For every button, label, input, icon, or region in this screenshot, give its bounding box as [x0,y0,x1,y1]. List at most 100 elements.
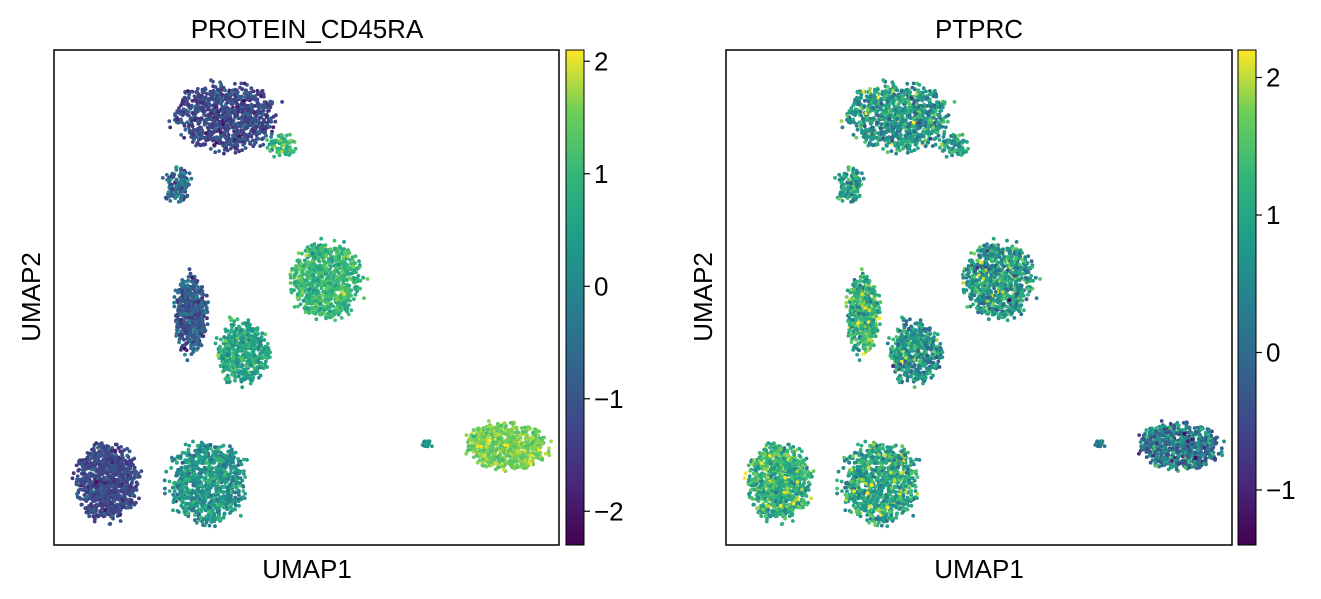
data-point [107,496,111,501]
data-point [202,112,207,117]
data-point [164,469,169,474]
data-point [185,358,190,363]
data-point [190,503,195,508]
data-point [238,139,242,144]
data-point [172,498,176,502]
data-point [255,89,260,93]
data-point [74,482,79,487]
data-point [324,286,329,291]
data-point [325,306,330,310]
data-point [332,238,337,243]
data-point [329,294,334,298]
data-point [203,328,207,333]
data-point [213,470,218,475]
data-point [430,444,434,448]
data-point [169,466,174,470]
data-point [210,466,215,470]
data-point [185,283,190,288]
data-point [228,444,232,449]
data-point [111,466,116,471]
data-point [224,136,228,140]
data-point [240,148,245,153]
data-point [190,98,195,103]
data-point [179,287,184,292]
data-point [342,266,347,271]
data-point [479,437,484,442]
data-point [113,496,117,500]
data-point [186,278,191,283]
data-point [319,236,324,241]
data-point [108,521,113,526]
data-point [200,293,205,298]
data-point [184,308,189,312]
data-point [187,443,192,448]
data-point [352,297,356,302]
data-point [260,88,265,93]
data-point [239,81,244,86]
data-point [134,500,138,505]
data-point [347,290,351,295]
data-point [118,468,122,472]
data-point [215,509,220,514]
data-point [340,288,345,293]
data-point [267,103,272,107]
data-point [272,154,276,159]
data-point [297,274,302,278]
data-point [185,179,190,183]
data-point [476,441,481,445]
data-point [230,478,235,482]
data-point [508,444,513,449]
data-point [328,278,332,283]
data-point [191,499,196,504]
data-point [301,298,306,303]
data-point [71,471,76,476]
data-point [91,467,96,471]
data-point [219,102,224,106]
data-point [191,286,196,291]
data-point [300,251,304,256]
data-point [262,338,267,342]
data-point [296,251,301,255]
data-point [217,486,221,490]
data-point [324,316,328,321]
data-point [109,456,114,461]
data-point [189,312,194,317]
data-point [204,131,208,136]
data-point [295,258,300,263]
data-point [293,146,298,151]
data-point [269,132,274,136]
data-point [103,449,108,454]
data-point [203,498,208,503]
data-point [348,257,352,262]
data-point [311,278,316,283]
data-point [195,119,200,124]
data-point [310,247,315,251]
data-point [167,489,172,493]
data-point [204,503,209,508]
data-point [476,435,481,440]
data-point [89,461,93,466]
data-point [122,501,127,506]
data-point [223,377,228,381]
data-point [253,356,257,361]
data-point [214,486,219,491]
data-point [96,445,100,450]
data-point [212,495,217,500]
data-point [230,110,235,115]
data-point [108,479,112,484]
data-point [495,421,500,426]
data-point [470,441,475,445]
data-point [228,334,232,338]
data-point [211,119,216,124]
data-point [478,453,483,458]
data-point [225,380,229,385]
data-point [530,459,535,463]
data-point [184,331,188,336]
data-point [249,86,254,91]
data-point [93,517,97,521]
data-point [531,456,535,461]
data-point [356,273,361,278]
data-point [308,310,313,314]
data-point [195,317,200,321]
data-point [283,137,288,142]
